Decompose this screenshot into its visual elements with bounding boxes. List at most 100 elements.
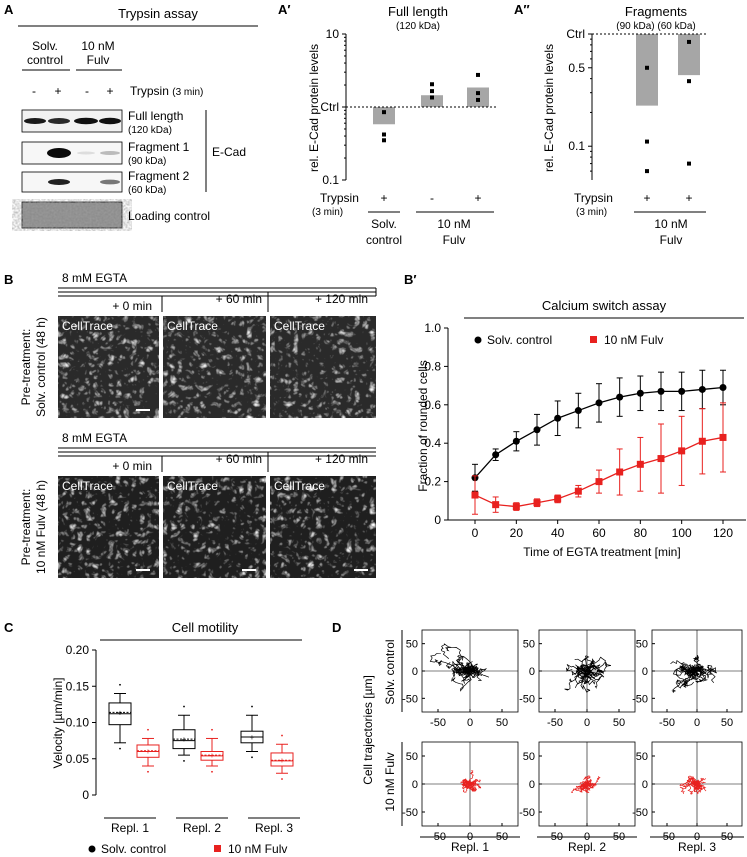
b1-xtick-label: 0 [472,526,479,540]
d-trajectory [575,783,591,790]
ecad-label: E-Cad [212,145,246,159]
a2-ytick-label: 0.5 [568,61,585,75]
b1-ytick-label: 0.2 [424,475,441,489]
d-trajectory [468,783,478,792]
d-ytick-label: -50 [402,693,418,705]
b1-ytick-label: 0.8 [424,359,441,373]
a2-ylabel: rel. E-Cad protein levels [542,44,556,172]
d-xtick-label: -50 [430,717,446,729]
b1-legend-fulv: 10 nM Fulv [604,333,663,347]
a2-point [645,139,649,144]
d-plot-r2-c1: 500-50-50 0 50 [402,741,519,843]
d-ylabel: Cell trajectories [µm] [361,675,375,785]
d-xtick-label: 0 [467,717,473,729]
d-trajectory [583,656,607,675]
d-trajectory [694,664,717,675]
c-mean-marker: + [250,733,255,742]
d-trajectory [672,664,698,676]
b-row1-image-2: CellTrace [163,316,266,418]
a2-category: + [643,191,650,205]
a2-plot-area: Ctrl 0.5 0.1 + + [566,27,708,205]
blot-fragment-2 [21,171,123,193]
panel-c: C Cell motility Velocity [µm/min] 00.050… [4,620,302,856]
b-row2-image-2-label: CellTrace [167,479,218,493]
b-row1-image-3-label: CellTrace [274,319,325,333]
d-ytick-label: 0 [642,779,648,791]
a2-group-fulv-2: Fulv [660,233,683,247]
c-group-3: Repl. 3 [255,821,293,835]
d-trajectory [457,655,473,672]
d-ytick-label: 50 [523,751,535,763]
b-row1-image-2-label: CellTrace [167,319,218,333]
b1-point [533,499,541,507]
panel-c-label: C [4,620,14,635]
d-xtick-label: 50 [613,717,625,729]
c-outlier [251,705,253,708]
a1-ytick-label: 0.1 [322,173,339,187]
d-repl-1: Repl. 1 [451,840,489,854]
c-outlier [281,778,283,780]
d-trajectory [463,783,472,793]
b1-point [657,387,665,395]
a1-bar [467,87,489,107]
panel-a2: A′′ Fragments (90 kDa) (60 kDa) rel. E-C… [514,2,708,247]
a1-ytick-label: Ctrl [320,100,339,114]
full-length-kda: (120 kDa) [128,125,172,136]
c-legend: Solv. control 10 nM Fulv [88,842,287,856]
trypsin-assay-title: Trypsin assay [118,6,198,21]
a1-category: + [474,191,481,205]
d-ytick-label: 50 [523,639,535,651]
a2-point [687,39,691,44]
b1-point [533,426,541,434]
b1-point [595,399,603,407]
c-outlier [211,728,213,731]
c-plot-area: 0 0.05 0.10 0.15 0.20 + + + + + + [66,643,294,802]
d-trajectory [584,776,601,786]
a1-point [430,89,434,94]
c-title: Cell motility [172,620,239,635]
fragment-2-label: Fragment 2 [128,169,190,183]
c-ytick-label: 0.05 [66,752,90,766]
col-fulv-2: Fulv [87,53,110,67]
d-ytick-label: 0 [642,666,648,678]
fragment-1-kda: (90 kDa) [128,156,166,167]
d-ytick-label: 50 [406,639,418,651]
col-fulv-1: 10 nM [81,39,114,53]
panel-d: D Solv. control 10 nM Fulv Cell trajecto… [332,620,744,854]
a2-point [687,79,691,84]
c-outlier [281,734,283,737]
d-trajectory [469,778,481,788]
b1-point [678,387,686,395]
c-mean-marker: + [146,747,151,756]
panel-b1-label: B′ [404,272,417,287]
d-ytick-label: -50 [632,693,648,705]
c-ylabel: Velocity [µm/min] [51,678,65,769]
b1-point [698,385,706,393]
d-xtick-label: 0 [694,717,700,729]
a1-point [476,72,480,77]
a1-plot-area: 10 Ctrl 0.1 + - + [320,27,496,205]
a1-point [476,91,480,96]
d-ytick-label: 0 [412,666,418,678]
c-ytick-label: 0.20 [66,643,90,657]
panel-a: A Trypsin assay Solv. control 10 nM Fulv… [4,2,258,229]
b1-point [678,447,686,455]
d-plot-r1-c2: 50 0 -50 -50 0 50 [519,629,636,729]
c-legend-solv: Solv. control [101,842,166,856]
d-trajectory [679,782,698,788]
b1-plot-area: 0 0.2 0.4 0.6 0.8 1.0 0 20 40 60 80 100 120 [424,321,746,540]
d-trajectory [463,665,490,678]
a1-title: Full length [388,4,448,19]
b-row2-egta: 8 mM EGTA [62,431,127,445]
b1-point [471,491,479,499]
a1-group-solv-1: Solv. [371,217,397,231]
b-row1-time-120: + 120 min [315,292,368,306]
a2-point [645,65,649,70]
b1-xtick-label: 40 [551,526,565,540]
b1-point [616,393,624,401]
panel-a1: A′ Full length (120 kDa) rel. E-Cad prot… [278,2,496,247]
b-row1-time-0: + 0 min [112,299,152,313]
d-trajectory [574,668,596,689]
b1-ytick-label: 0.6 [424,398,441,412]
b1-point [616,468,624,476]
